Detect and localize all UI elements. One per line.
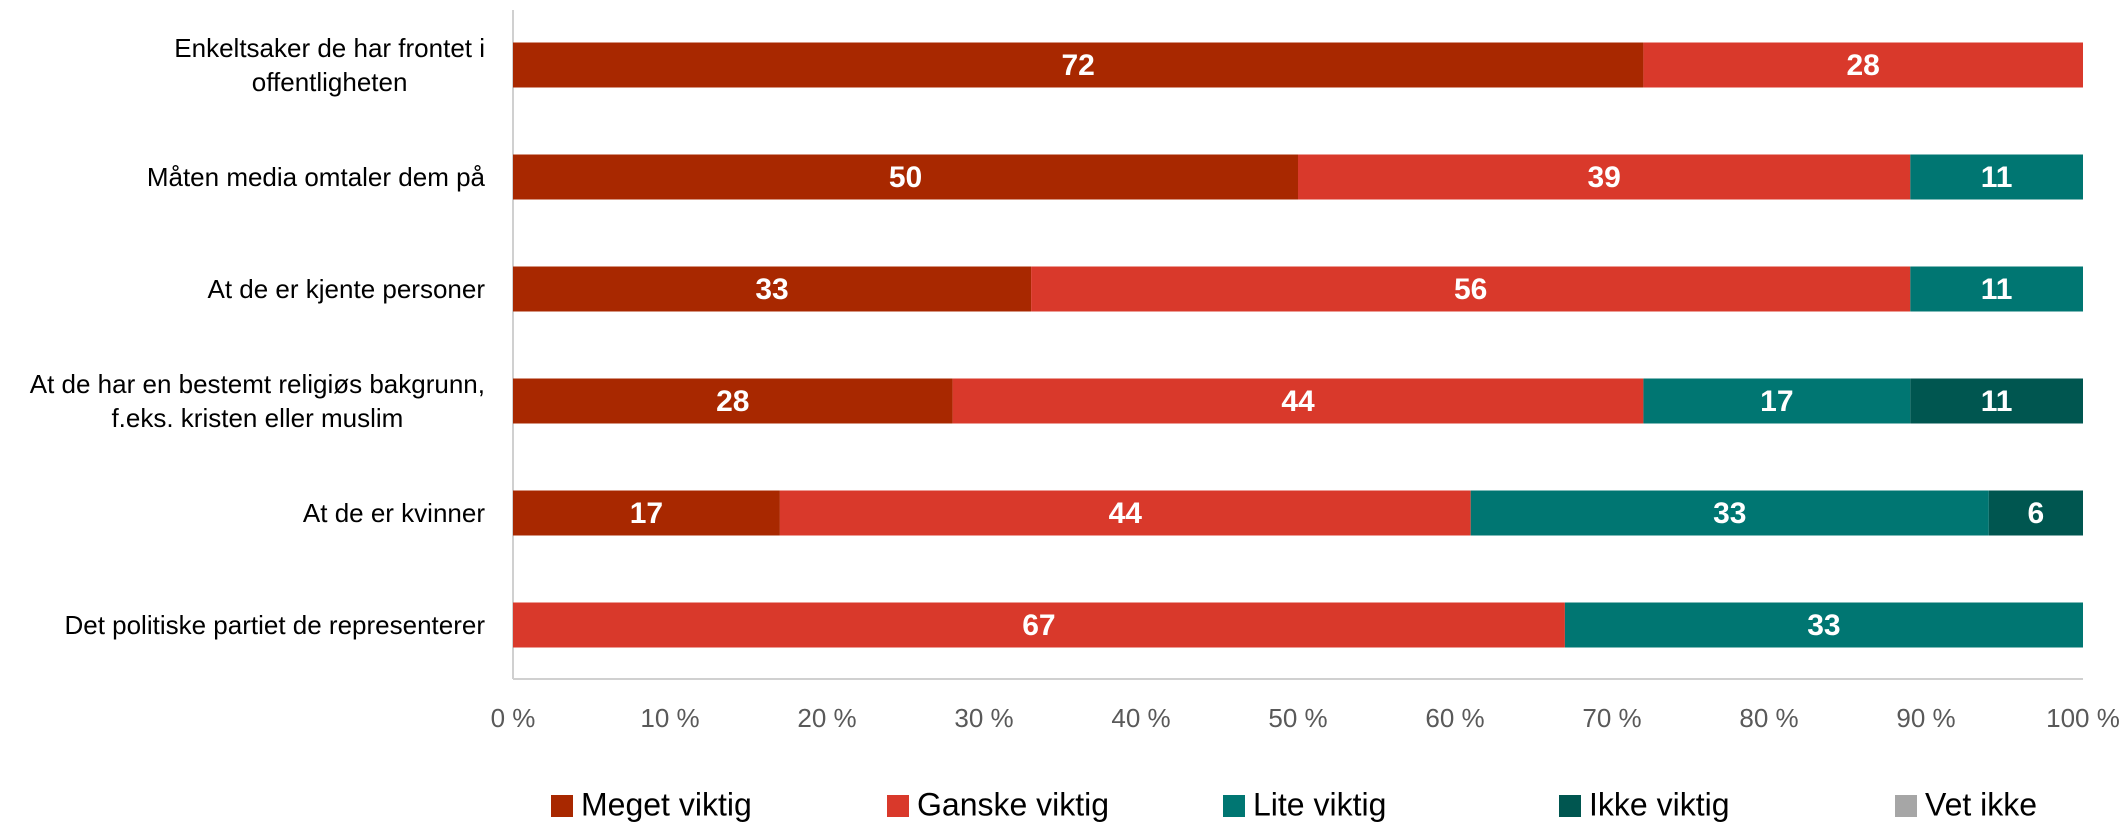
data-label: 11 bbox=[1981, 385, 2013, 418]
x-tick-label: 90 % bbox=[1896, 703, 1955, 733]
data-label: 28 bbox=[716, 385, 749, 418]
legend-swatch bbox=[1895, 795, 1917, 817]
x-tick-label: 0 % bbox=[491, 703, 536, 733]
legend-swatch bbox=[551, 795, 573, 817]
data-label: 33 bbox=[755, 273, 788, 306]
bar-segment bbox=[513, 490, 780, 536]
bar-segment bbox=[513, 378, 953, 424]
x-tick-label: 50 % bbox=[1268, 703, 1327, 733]
data-label: 44 bbox=[1281, 385, 1315, 418]
bar-segment bbox=[1298, 154, 1911, 200]
bar-segment bbox=[1910, 378, 2083, 424]
data-label: 6 bbox=[2028, 497, 2045, 530]
bar-segment bbox=[513, 42, 1644, 88]
x-tick-label: 80 % bbox=[1739, 703, 1798, 733]
data-label: 72 bbox=[1062, 49, 1095, 82]
data-label: 33 bbox=[1713, 497, 1746, 530]
legend-label: Meget viktig bbox=[581, 786, 752, 822]
legend-swatch bbox=[1559, 795, 1581, 817]
bar-segment bbox=[1031, 266, 1911, 312]
legend-label: Ganske viktig bbox=[917, 786, 1109, 822]
x-tick-label: 10 % bbox=[640, 703, 699, 733]
bar-segment bbox=[513, 266, 1032, 312]
x-tick-label: 70 % bbox=[1582, 703, 1641, 733]
x-tick-label: 20 % bbox=[797, 703, 856, 733]
data-label: 67 bbox=[1022, 609, 1055, 642]
data-label: 56 bbox=[1454, 273, 1487, 306]
bar-segment bbox=[1910, 154, 2083, 200]
legend-label: Ikke viktig bbox=[1589, 786, 1729, 822]
data-label: 28 bbox=[1847, 49, 1880, 82]
category-label: Enkeltsaker de har frontet i offentlighe… bbox=[174, 33, 485, 97]
legend-swatch bbox=[887, 795, 909, 817]
data-label: 11 bbox=[1981, 161, 2013, 194]
category-label: At de er kjente personer bbox=[207, 274, 486, 304]
legend-label: Lite viktig bbox=[1253, 786, 1386, 822]
bar-segment bbox=[1988, 490, 2083, 536]
category-label: At de har en bestemt religiøs bakgrunn, … bbox=[29, 369, 485, 433]
x-tick-label: 100 % bbox=[2046, 703, 2120, 733]
bar-segment bbox=[1910, 266, 2083, 312]
bar-segment bbox=[513, 154, 1298, 200]
legend-swatch bbox=[1223, 795, 1245, 817]
data-label: 11 bbox=[1981, 273, 2013, 306]
category-label: Måten media omtaler dem på bbox=[146, 162, 485, 192]
bar-segment bbox=[952, 378, 1644, 424]
legend-label: Vet ikke bbox=[1925, 786, 2037, 822]
category-label: Det politiske partiet de representerer bbox=[64, 610, 485, 640]
bar-segment bbox=[1643, 378, 1911, 424]
bar-segment bbox=[779, 490, 1471, 536]
data-label: 44 bbox=[1109, 497, 1143, 530]
data-label: 17 bbox=[1760, 385, 1793, 418]
x-tick-label: 30 % bbox=[954, 703, 1013, 733]
data-label: 33 bbox=[1807, 609, 1840, 642]
x-tick-label: 60 % bbox=[1425, 703, 1484, 733]
data-label: 50 bbox=[889, 161, 922, 194]
bar-segment bbox=[1643, 42, 2083, 88]
category-label: At de er kvinner bbox=[302, 498, 485, 528]
data-label: 39 bbox=[1587, 161, 1620, 194]
x-tick-label: 40 % bbox=[1111, 703, 1170, 733]
bar-segment bbox=[1470, 490, 1989, 536]
bar-segment bbox=[1564, 602, 2083, 648]
data-label: 17 bbox=[630, 497, 663, 530]
bar-segment bbox=[513, 602, 1565, 648]
